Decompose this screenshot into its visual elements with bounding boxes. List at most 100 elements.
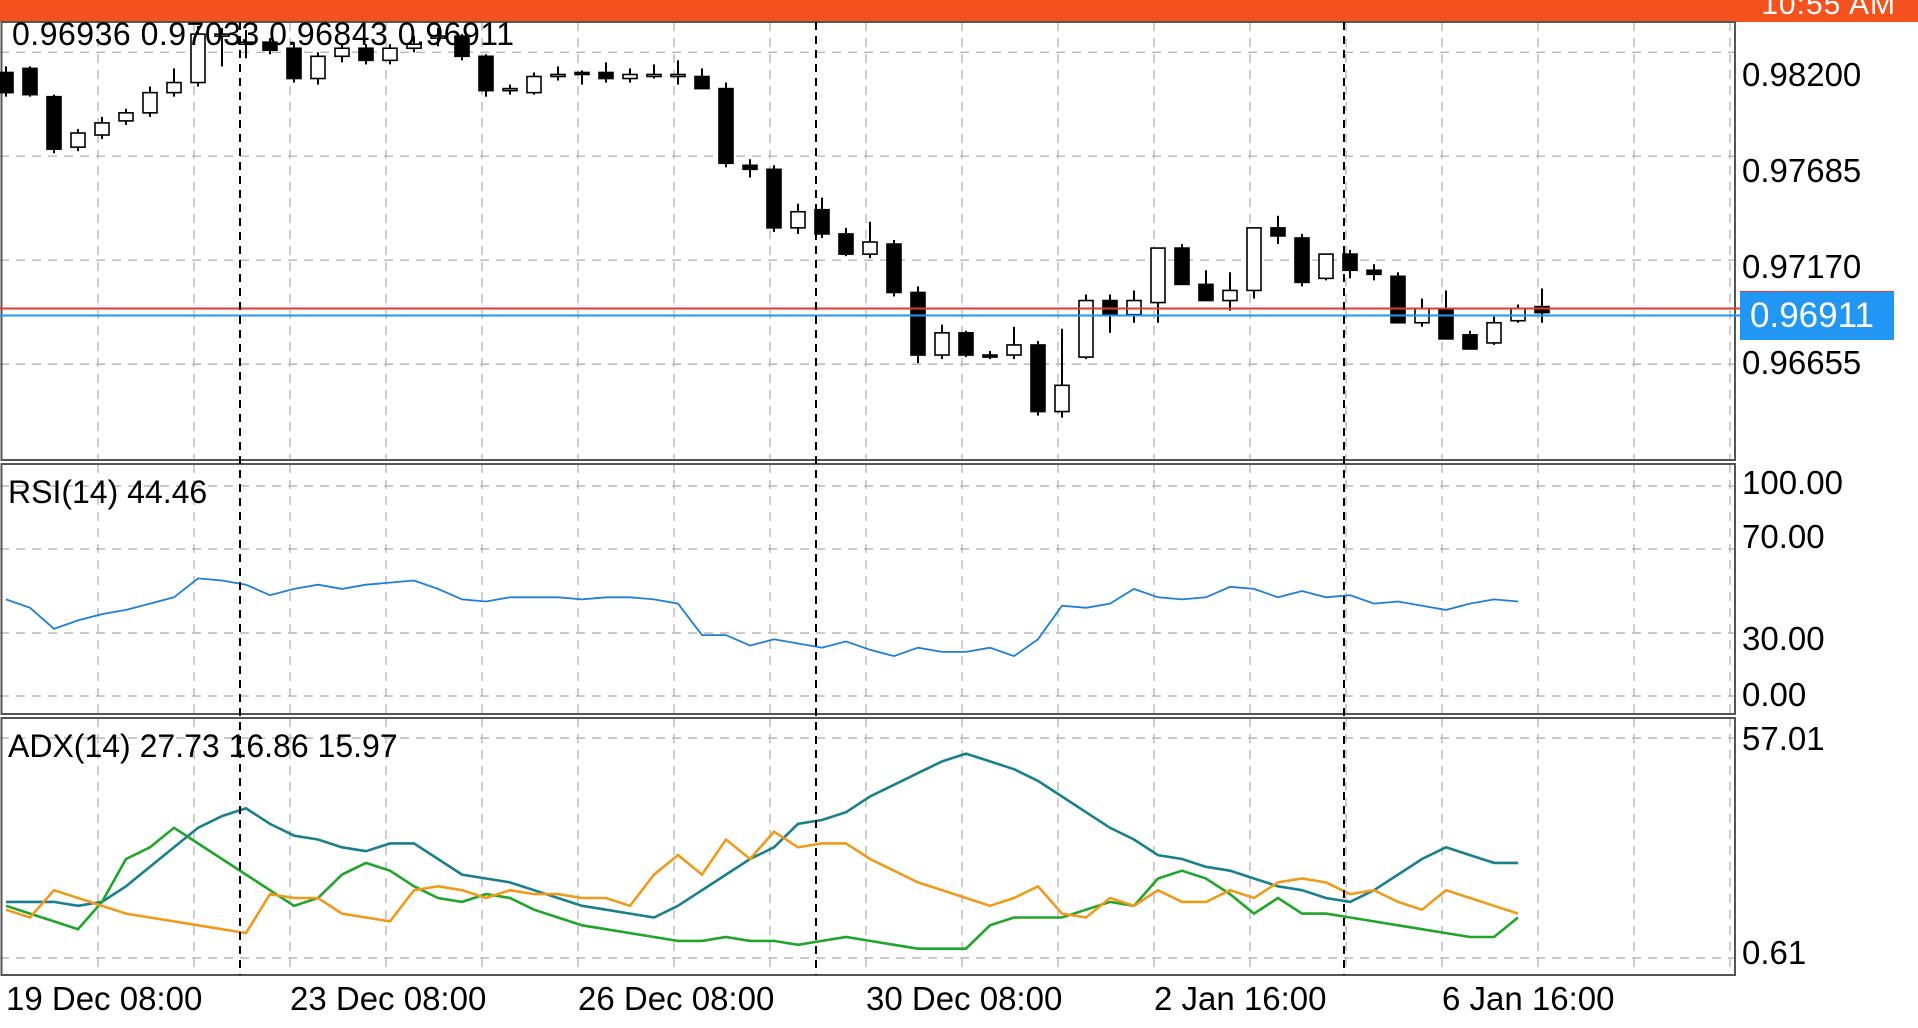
candle bbox=[22, 66, 38, 97]
price-tick-label: 0.97170 bbox=[1742, 248, 1862, 285]
candle-body bbox=[1486, 321, 1502, 344]
status-bar: 10:55 AM bbox=[0, 0, 1918, 22]
candle bbox=[1174, 244, 1190, 286]
rsi-level-label: 70.00 bbox=[1742, 518, 1825, 555]
adx-lines bbox=[5, 752, 1519, 950]
candle-body bbox=[1318, 253, 1334, 280]
status-time: 10:55 AM bbox=[1761, 0, 1896, 21]
adx-level-label: 0.61 bbox=[1742, 934, 1807, 971]
candle bbox=[1510, 304, 1526, 323]
adx-level-label: 57.01 bbox=[1742, 720, 1825, 757]
candle bbox=[1126, 290, 1142, 323]
rsi-level-label: 30.00 bbox=[1742, 620, 1825, 657]
candle bbox=[1270, 215, 1286, 245]
candle bbox=[526, 72, 542, 95]
grid bbox=[0, 22, 1735, 975]
candle bbox=[838, 227, 854, 257]
candle bbox=[502, 84, 518, 95]
candle-body bbox=[22, 67, 38, 96]
candle bbox=[310, 52, 326, 85]
time-tick-label: 2 Jan 16:00 bbox=[1154, 980, 1327, 1017]
time-tick-label: 23 Dec 08:00 bbox=[290, 980, 487, 1017]
candle-body bbox=[0, 71, 14, 94]
candle bbox=[286, 42, 302, 83]
candle bbox=[1030, 340, 1046, 416]
candle-body bbox=[670, 73, 686, 78]
candle bbox=[982, 351, 998, 360]
candle-body bbox=[1390, 275, 1406, 324]
candle bbox=[1006, 326, 1022, 360]
candle-body bbox=[190, 33, 206, 84]
adx-pane-frame bbox=[0, 717, 1736, 976]
candle bbox=[1102, 294, 1118, 333]
candle bbox=[166, 68, 182, 97]
candle bbox=[1534, 288, 1550, 323]
price-tick-label: 0.96655 bbox=[1742, 344, 1862, 381]
candle bbox=[382, 44, 398, 65]
minus-di-series bbox=[5, 829, 1519, 935]
candle-body bbox=[1462, 334, 1478, 350]
candle-body bbox=[622, 73, 638, 80]
candle-body bbox=[358, 47, 374, 62]
candle-body bbox=[310, 55, 326, 80]
candle bbox=[958, 330, 974, 358]
candle bbox=[598, 62, 614, 83]
ohlc-readout: 0.96936 0.97033 0.96843 0.96911 bbox=[12, 16, 515, 52]
candle-body bbox=[166, 81, 182, 94]
candle-body bbox=[1006, 344, 1022, 356]
candle bbox=[94, 116, 110, 140]
time-tick-label: 26 Dec 08:00 bbox=[578, 980, 775, 1017]
candle bbox=[814, 197, 830, 238]
candle bbox=[670, 60, 686, 85]
candle bbox=[334, 44, 350, 63]
candle bbox=[1054, 328, 1070, 418]
candle bbox=[622, 68, 638, 83]
rsi-pane-frame bbox=[0, 463, 1736, 715]
candle bbox=[718, 82, 734, 168]
candle-body bbox=[70, 132, 86, 148]
candle bbox=[910, 286, 926, 364]
candle-body bbox=[118, 112, 134, 122]
candle-body bbox=[814, 208, 830, 235]
candle-body bbox=[1342, 253, 1358, 272]
price-tick-label: 0.97685 bbox=[1742, 152, 1862, 189]
time-tick-label: 30 Dec 08:00 bbox=[866, 980, 1063, 1017]
rsi-level-label: 0.00 bbox=[1742, 676, 1807, 713]
candle-body bbox=[382, 47, 398, 62]
candle-body bbox=[454, 35, 470, 58]
candle-body bbox=[526, 75, 542, 94]
candle bbox=[118, 108, 134, 125]
candle-body bbox=[1174, 247, 1190, 286]
candle bbox=[1318, 253, 1334, 281]
candle bbox=[190, 26, 206, 87]
candle bbox=[694, 68, 710, 90]
candle bbox=[478, 54, 494, 97]
plus-di-series bbox=[5, 826, 1519, 950]
candle bbox=[550, 66, 566, 81]
candle-body bbox=[1438, 307, 1454, 340]
candle-body bbox=[886, 243, 902, 294]
candle bbox=[1198, 270, 1214, 302]
candle-body bbox=[742, 164, 758, 171]
rsi-title: RSI(14) 44.46 bbox=[8, 474, 208, 510]
candlestick-series bbox=[0, 26, 1740, 418]
candle-body bbox=[1198, 283, 1214, 302]
candle bbox=[406, 36, 422, 53]
candle-body bbox=[862, 241, 878, 255]
candle-body bbox=[790, 210, 806, 229]
rsi-series bbox=[5, 577, 1519, 658]
candle bbox=[1294, 233, 1310, 287]
candle bbox=[1390, 272, 1406, 324]
candle-body bbox=[286, 47, 302, 80]
candle bbox=[214, 28, 230, 67]
candle bbox=[430, 28, 446, 47]
candle-body bbox=[1222, 289, 1238, 302]
time-tick-label: 6 Jan 16:00 bbox=[1442, 980, 1615, 1017]
candle-body bbox=[718, 87, 734, 165]
candle-body bbox=[94, 122, 110, 136]
candle-body bbox=[214, 33, 230, 37]
candle-body bbox=[1150, 247, 1166, 304]
candle-body bbox=[1534, 305, 1550, 314]
candle bbox=[742, 159, 758, 178]
